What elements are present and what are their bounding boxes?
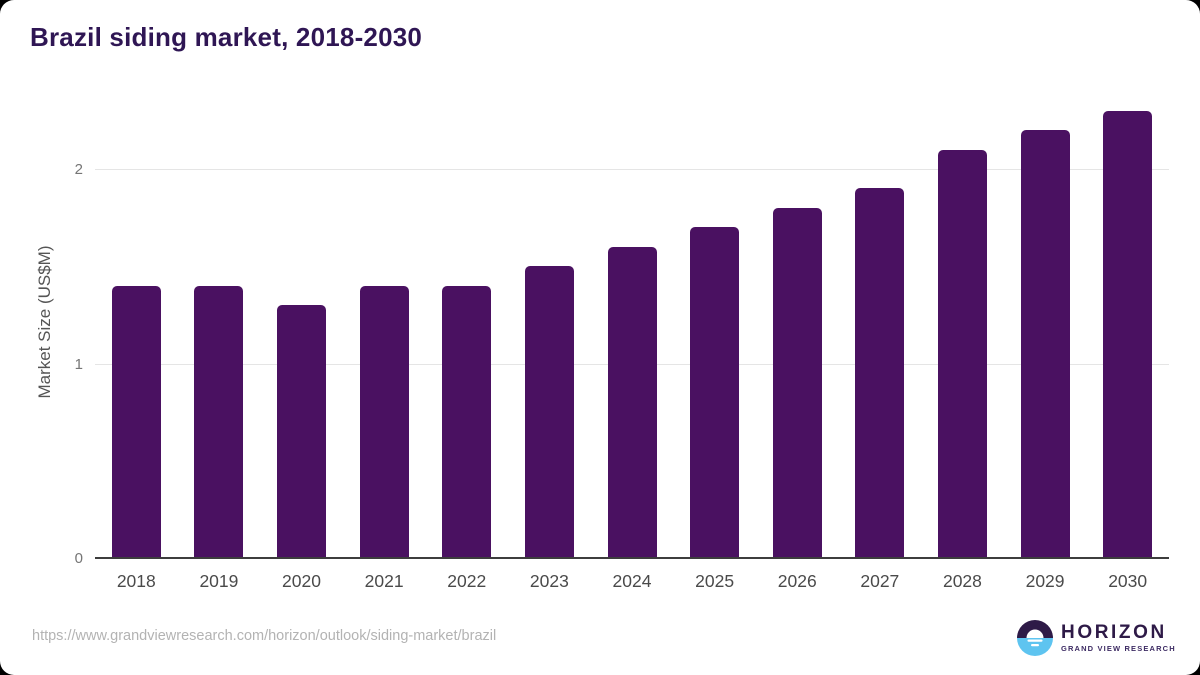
logo-subtext: GRAND VIEW RESEARCH [1061,644,1176,653]
logo-name: HORIZON [1061,622,1167,643]
x-axis-line [95,557,1169,559]
x-tick-label-2029: 2029 [1025,571,1065,591]
bar-2024[interactable] [607,246,657,558]
x-tick-label-2022: 2022 [447,571,487,591]
y-tick-label-2: 2 [74,161,83,178]
x-tick-label-2019: 2019 [199,571,239,591]
horizon-sun-over-water-icon [1017,620,1053,656]
logo-text-block: HORIZON GRAND VIEW RESEARCH [1061,623,1176,653]
x-tick-label-2018: 2018 [116,571,156,591]
bar-2023[interactable] [524,266,574,558]
x-tick-label-2030: 2030 [1108,571,1148,591]
x-tick-label-2020: 2020 [282,571,321,591]
bar-2028[interactable] [937,149,987,558]
x-tick-label-2027: 2027 [860,571,900,591]
horizon-logo: HORIZON GRAND VIEW RESEARCH [1017,620,1176,656]
bar-2026[interactable] [772,207,822,558]
chart-title: Brazil siding market, 2018-2030 [30,22,423,52]
bar-2018[interactable] [111,285,161,558]
bar-2021[interactable] [359,285,409,558]
x-tick-label-2023: 2023 [529,571,569,591]
bar-2025[interactable] [690,227,740,558]
x-tick-label-2024: 2024 [612,571,652,591]
y-tick-label-1: 1 [74,355,83,373]
y-tick-label-0: 0 [74,550,83,567]
bar-2030[interactable] [1103,110,1153,558]
x-tick-label-2028: 2028 [942,571,982,591]
bar-2019[interactable] [194,285,244,558]
source-url: https://www.grandviewresearch.com/horizo… [32,628,497,644]
gridline-y2 [95,169,1169,170]
x-tick-label-2026: 2026 [777,571,817,591]
x-tick-label-2025: 2025 [695,571,735,591]
y-axis-title: Market Size (US$M) [35,245,54,399]
bar-2029[interactable] [1020,130,1070,558]
x-tick-label-2021: 2021 [364,571,404,591]
bar-2022[interactable] [442,285,492,558]
bar-2020[interactable] [277,305,327,558]
bar-2027[interactable] [855,188,905,558]
